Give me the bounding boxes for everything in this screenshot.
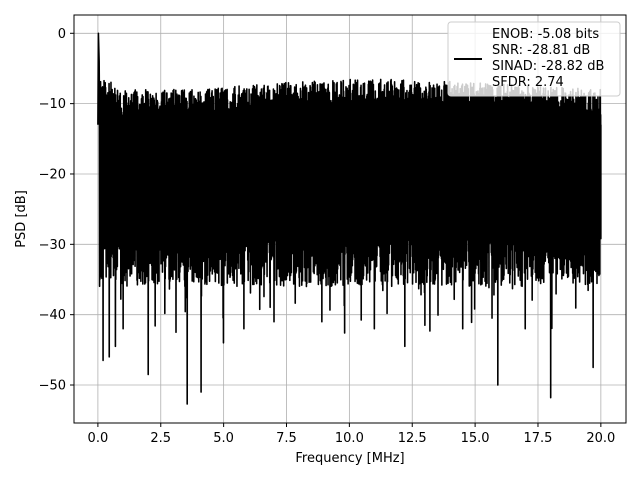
x-tick-label: 5.0 xyxy=(213,431,234,446)
x-tick-label: 7.5 xyxy=(276,431,297,446)
x-tick-label: 10.0 xyxy=(335,431,364,446)
legend-enob: ENOB: -5.08 bits xyxy=(492,27,599,42)
psd-series-line xyxy=(97,32,602,405)
axes-frame xyxy=(73,14,627,424)
legend-sinad: SINAD: -28.82 dB xyxy=(492,59,604,74)
x-tick-label: 20.0 xyxy=(586,431,615,446)
y-tick-label: −10 xyxy=(39,97,66,112)
legend-sfdr: SFDR: 2.74 xyxy=(492,75,564,90)
legend-snr: SNR: -28.81 dB xyxy=(492,43,590,58)
plot-layer xyxy=(97,32,602,405)
x-tick-label: 0.0 xyxy=(88,431,109,446)
x-tick-label: 12.5 xyxy=(398,431,427,446)
y-tick-label: −50 xyxy=(39,379,66,394)
legend-box xyxy=(447,21,621,97)
legend: ENOB: -5.08 bits SNR: -28.81 dB SINAD: -… xyxy=(447,21,621,97)
y-tick-label: −30 xyxy=(39,238,66,253)
x-tick-label: 2.5 xyxy=(150,431,171,446)
x-tick-label: 17.5 xyxy=(524,431,553,446)
y-tick-label: −40 xyxy=(39,308,66,323)
y-tick-label: 0 xyxy=(58,27,66,42)
y-tick-label: −20 xyxy=(39,167,66,182)
x-tick-label: 15.0 xyxy=(461,431,490,446)
tick-layer: 0.0 2.5 5.0 7.5 10.0 12.5 15.0 17.5 20.0 0 −10 −20 −… xyxy=(39,27,616,446)
x-axis-label: Frequency [MHz] xyxy=(295,451,404,466)
y-axis-label: PSD [dB] xyxy=(14,190,29,248)
